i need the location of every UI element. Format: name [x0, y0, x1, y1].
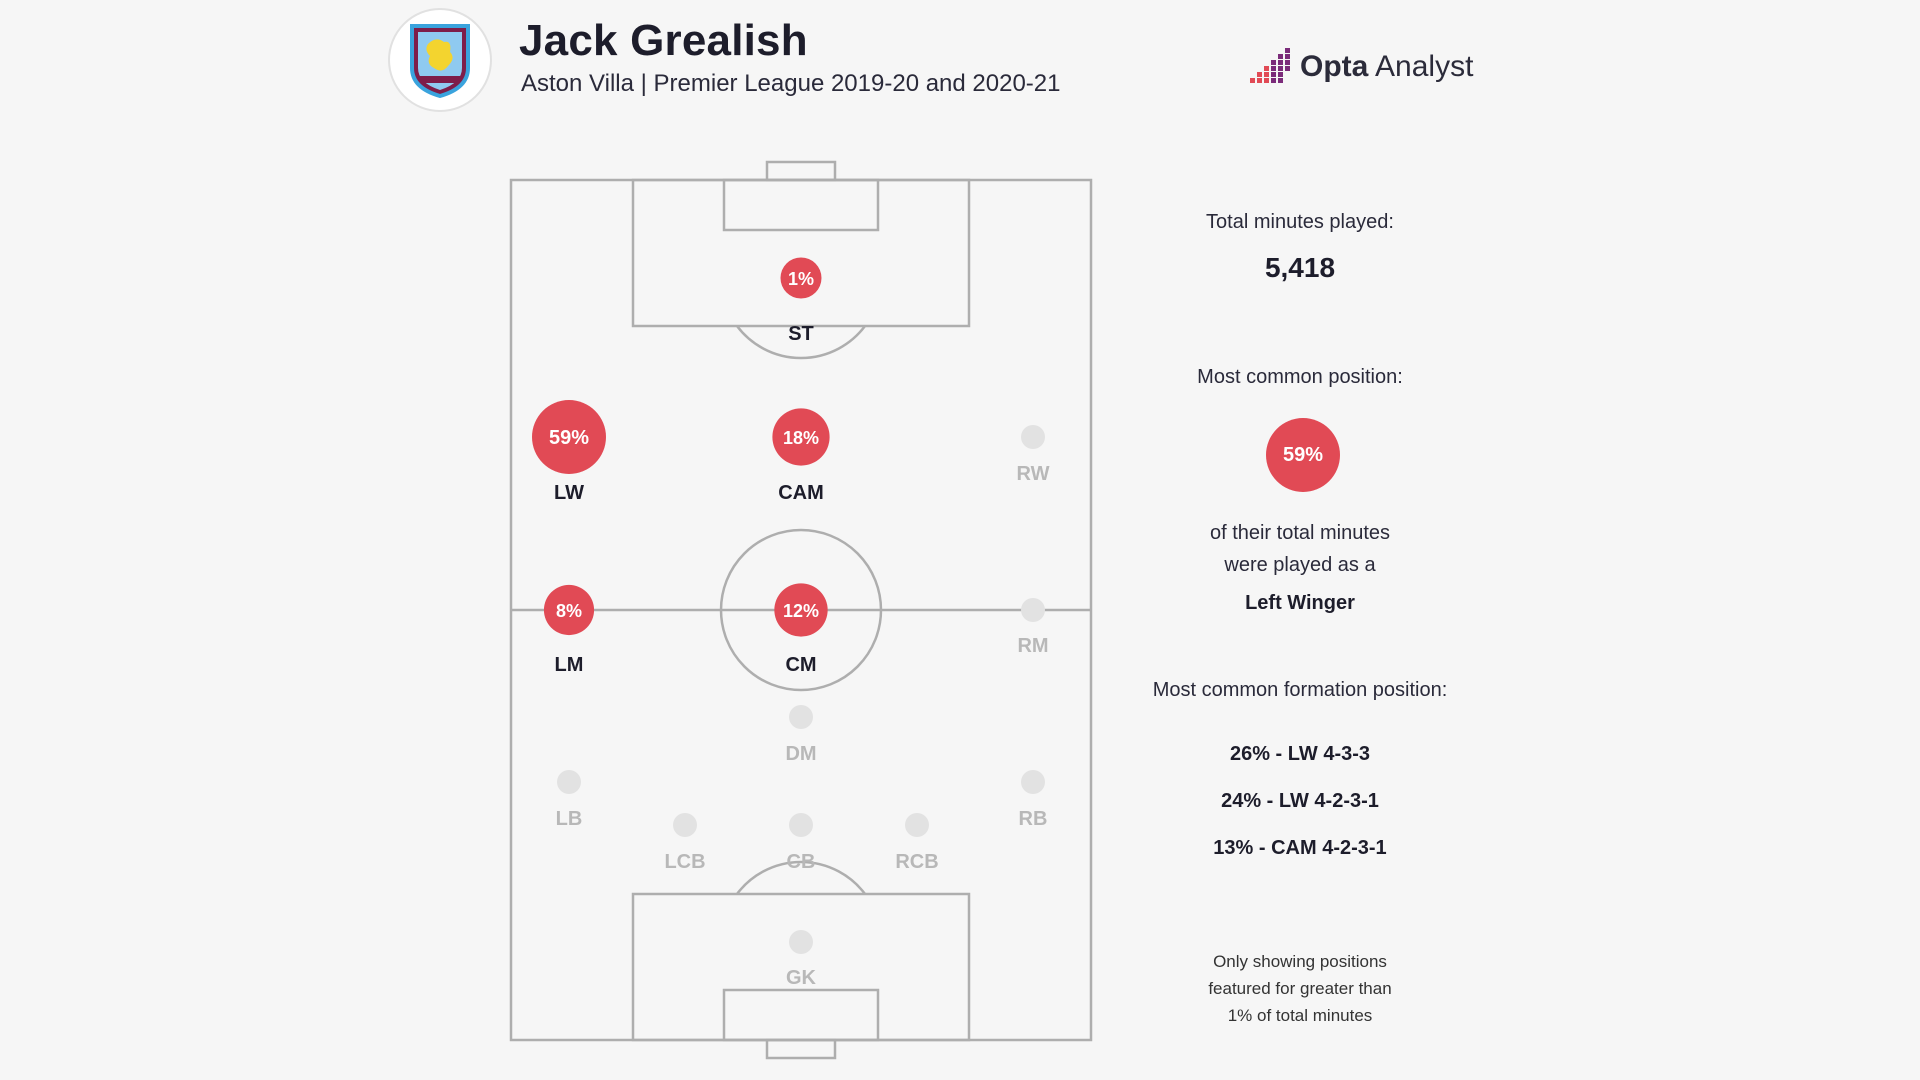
position-label-rb: RB [1019, 808, 1048, 830]
position-label-lcb: LCB [664, 851, 705, 873]
position-label-dm: DM [785, 743, 816, 765]
position-label-st: ST [788, 323, 814, 345]
total-minutes-value: 5,418 [1264, 252, 1336, 283]
total-minutes-label: Total minutes played: [1206, 211, 1394, 233]
position-label-rcb: RCB [895, 851, 938, 873]
position-label-cam: CAM [778, 482, 824, 504]
formation-label: Most common formation position: [1152, 679, 1448, 701]
position-label-lb: LB [556, 808, 583, 830]
position-marker-lb [557, 770, 581, 794]
position-label-cb: CB [787, 851, 816, 873]
top-penalty-arc [736, 325, 866, 360]
bottom-six-yard-box [722, 988, 880, 1042]
center-circle [719, 528, 883, 692]
position-marker-rb [1021, 770, 1045, 794]
bottom-penalty-arc [736, 860, 866, 895]
position-label-cm: CM [785, 654, 816, 676]
position-marker-rw [1021, 425, 1045, 449]
opta-analyst-logo: Opta Analyst [1250, 48, 1473, 86]
position-label-lm: LM [555, 654, 584, 676]
footnote-line3: 1% of total minutes [1227, 1006, 1373, 1025]
position-marker-dm [789, 705, 813, 729]
footnote: Only showing positions featured for grea… [1110, 948, 1490, 1029]
common-desc-line1: of their total minutes [1209, 522, 1391, 544]
top-goal [765, 160, 837, 182]
position-label-lw: LW [554, 482, 584, 504]
position-marker-rcb [905, 813, 929, 837]
opta-bars-icon [1250, 48, 1290, 83]
position-pct-cm: 12% [783, 601, 819, 621]
position-marker-cb [789, 813, 813, 837]
common-position-label: Most common position: [1197, 366, 1403, 388]
position-marker-cam [772, 408, 830, 466]
position-label-rm: RM [1017, 635, 1048, 657]
position-label-gk: GK [786, 967, 817, 989]
villa-crest-icon [410, 24, 470, 98]
top-six-yard-box [722, 178, 880, 232]
position-marker-lw [532, 400, 606, 474]
position-pct-lm: 8% [556, 601, 582, 621]
common-position-circle: 59% [1266, 418, 1340, 492]
player-name: Jack Grealish [519, 16, 808, 65]
club-crest [388, 8, 492, 112]
top-penalty-box [631, 178, 971, 328]
brand-analyst: Analyst [1375, 50, 1474, 83]
position-pct-st: 1% [788, 269, 814, 289]
position-marker-cm [774, 583, 828, 637]
footnote-line2: featured for greater than [1208, 979, 1392, 998]
club-season-subtitle: Aston Villa | Premier League 2019-20 and… [521, 70, 1061, 97]
common-role: Left Winger [1245, 592, 1355, 614]
position-marker-st [780, 257, 822, 299]
common-desc-line2: were played as a [1224, 554, 1376, 576]
footnote-line1: Only showing positions [1213, 952, 1387, 971]
position-label-rw: RW [1017, 463, 1050, 485]
formation-item-3: 13% - CAM 4-2-3-1 [1213, 837, 1387, 859]
brand-opta: Opta [1300, 50, 1369, 83]
position-marker-lcb [673, 813, 697, 837]
position-marker-gk [789, 930, 813, 954]
bottom-goal [765, 1038, 837, 1060]
formation-item-2: 24% - LW 4-2-3-1 [1221, 790, 1379, 812]
position-pct-lw: 59% [549, 427, 589, 449]
position-marker-rm [1021, 598, 1045, 622]
position-marker-lm [543, 584, 595, 636]
formation-item-1: 26% - LW 4-3-3 [1229, 743, 1371, 765]
position-pct-cam: 18% [783, 428, 819, 448]
